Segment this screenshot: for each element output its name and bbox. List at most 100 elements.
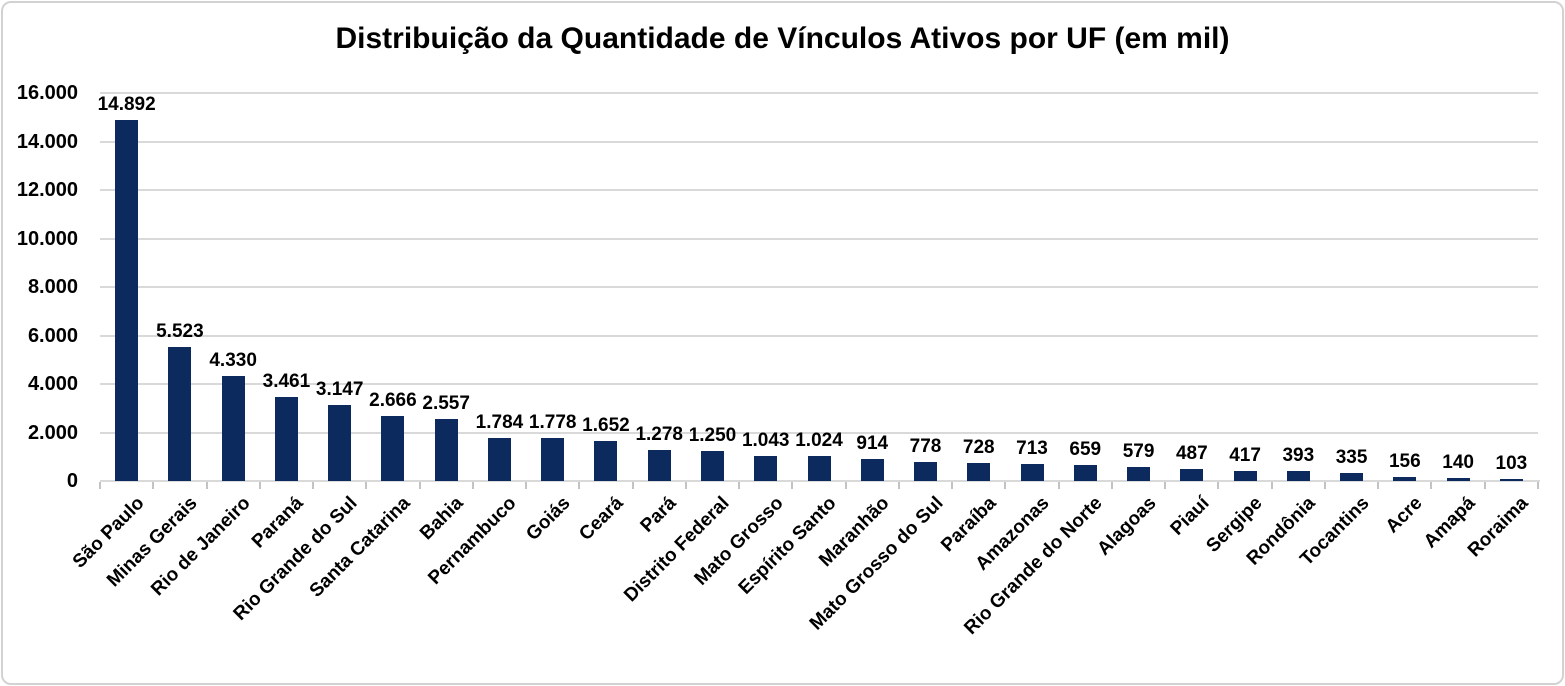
- gridline: [100, 286, 1538, 288]
- y-axis-label: 6.000: [27, 324, 78, 347]
- x-axis-tick: [1057, 482, 1060, 489]
- x-axis-tick: [1004, 482, 1007, 489]
- bar: [1286, 471, 1310, 481]
- x-axis-tick: [844, 482, 847, 489]
- bar-value-label: 156: [1388, 451, 1421, 473]
- y-axis-label: 14.000: [16, 130, 78, 153]
- x-axis-tick: [1323, 482, 1326, 489]
- x-axis-tick: [897, 482, 900, 489]
- bar-value-label: 1.652: [582, 414, 630, 436]
- bar-value-label: 3.147: [315, 378, 364, 400]
- gridline: [100, 92, 1538, 94]
- x-axis-tick: [738, 482, 741, 489]
- bar-value-label: 1.778: [528, 411, 577, 433]
- x-axis-tick: [312, 482, 315, 489]
- x-axis-tick: [152, 482, 155, 489]
- y-axis-label: 16.000: [16, 82, 78, 104]
- bar-value-label: 417: [1229, 444, 1261, 466]
- x-axis-tick: [1110, 482, 1113, 489]
- x-axis-tick: [365, 482, 368, 489]
- gridline: [100, 334, 1538, 337]
- bar-value-label: 2.557: [422, 392, 470, 414]
- bar: [1233, 470, 1257, 481]
- bar: [647, 450, 671, 481]
- bar-value-label: 778: [909, 436, 942, 458]
- x-axis-tick: [1430, 482, 1433, 489]
- bar: [914, 462, 938, 481]
- y-axis-label: 2.000: [27, 421, 78, 444]
- bar-value-label: 579: [1122, 440, 1155, 462]
- bar: [1340, 472, 1364, 481]
- bar-value-label: 1.278: [635, 424, 683, 445]
- x-axis-tick: [1164, 482, 1167, 489]
- gridline: [100, 189, 1538, 191]
- bar: [221, 375, 245, 481]
- bar-value-label: 335: [1335, 446, 1368, 468]
- bar: [487, 437, 511, 481]
- gridline: [100, 140, 1538, 143]
- y-axis-label: 0: [66, 470, 78, 492]
- x-axis-tick: [99, 482, 101, 489]
- bar-value-label: 393: [1282, 445, 1315, 467]
- x-axis-tick: [631, 482, 634, 489]
- bar: [860, 458, 884, 481]
- bar: [1020, 463, 1044, 481]
- bar-value-label: 487: [1175, 443, 1208, 465]
- bar: [594, 440, 618, 481]
- bar-value-label: 1.043: [741, 429, 790, 451]
- bar: [328, 404, 352, 481]
- x-axis-tick: [578, 482, 581, 489]
- bar: [1499, 478, 1523, 481]
- bar-value-label: 728: [962, 437, 995, 459]
- x-axis-tick: [471, 482, 474, 489]
- gridline: [100, 431, 1538, 434]
- x-axis-tick: [951, 482, 954, 489]
- gridline: [100, 383, 1538, 385]
- bar: [168, 347, 192, 481]
- bar: [1446, 477, 1470, 481]
- bar: [967, 463, 991, 481]
- bar: [115, 119, 139, 481]
- bar-value-label: 103: [1495, 452, 1528, 474]
- x-axis-tick: [525, 482, 528, 489]
- x-axis-tick: [1217, 482, 1220, 489]
- y-axis-label: 12.000: [16, 179, 78, 201]
- bar-value-label: 1.784: [475, 411, 524, 433]
- x-axis-tick: [418, 482, 421, 489]
- x-axis-tick: [791, 482, 794, 489]
- bar: [807, 456, 831, 481]
- gridline: [100, 237, 1538, 240]
- bar-value-label: 659: [1069, 439, 1102, 461]
- bar-value-label: 914: [856, 432, 889, 454]
- x-axis-tick: [205, 482, 208, 489]
- x-axis-tick: [1377, 482, 1380, 489]
- x-axis-tick: [258, 482, 261, 489]
- y-axis-label: 8.000: [27, 276, 78, 298]
- x-axis-tick: [684, 482, 687, 489]
- y-axis-label: 4.000: [27, 373, 78, 395]
- bar-value-label: 4.330: [209, 349, 257, 371]
- y-axis-label: 10.000: [16, 227, 78, 250]
- x-axis-tick: [1483, 482, 1486, 489]
- bar-value-label: 5.523: [156, 321, 204, 343]
- x-axis-line: [100, 480, 1540, 482]
- bar: [274, 397, 298, 481]
- bar-value-label: 3.461: [262, 371, 311, 393]
- bar: [434, 418, 458, 481]
- bar: [754, 455, 778, 481]
- chart-title: Distribuição da Quantidade de Vínculos A…: [335, 22, 1230, 55]
- x-axis-tick: [1270, 482, 1273, 489]
- bar: [541, 437, 565, 481]
- bar: [381, 416, 405, 481]
- bar-value-label: 1.024: [795, 430, 843, 452]
- bar-value-label: 713: [1016, 437, 1048, 459]
- bar: [1127, 466, 1151, 481]
- bar-value-label: 1.250: [688, 424, 737, 446]
- bar-value-label: 140: [1442, 451, 1474, 473]
- bar: [1180, 469, 1204, 481]
- bar: [1073, 465, 1097, 481]
- bar: [700, 450, 724, 481]
- x-axis-tick: [1537, 482, 1539, 489]
